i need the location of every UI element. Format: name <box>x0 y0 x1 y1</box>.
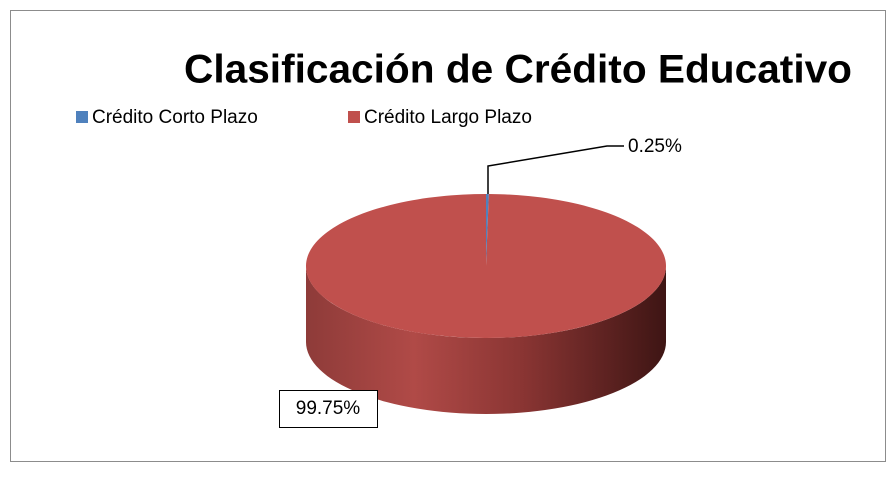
chart-title: Clasificación de Crédito Educativo <box>184 48 852 92</box>
leader-line <box>487 145 624 194</box>
pie: 0.25% 99.75% <box>279 136 682 428</box>
data-label: 0.25% <box>628 136 682 157</box>
pie-side <box>306 266 666 414</box>
legend: Crédito Corto Plazo Crédito Largo Plazo <box>76 107 532 128</box>
legend-swatch <box>348 111 360 123</box>
legend-label: Crédito Corto Plazo <box>92 107 258 128</box>
data-label-box <box>279 390 378 428</box>
data-label: 99.75% <box>296 398 361 419</box>
legend-label: Crédito Largo Plazo <box>364 107 532 128</box>
legend-swatch <box>76 111 88 123</box>
pie-slice <box>486 194 489 266</box>
pie-slice <box>305 194 666 338</box>
